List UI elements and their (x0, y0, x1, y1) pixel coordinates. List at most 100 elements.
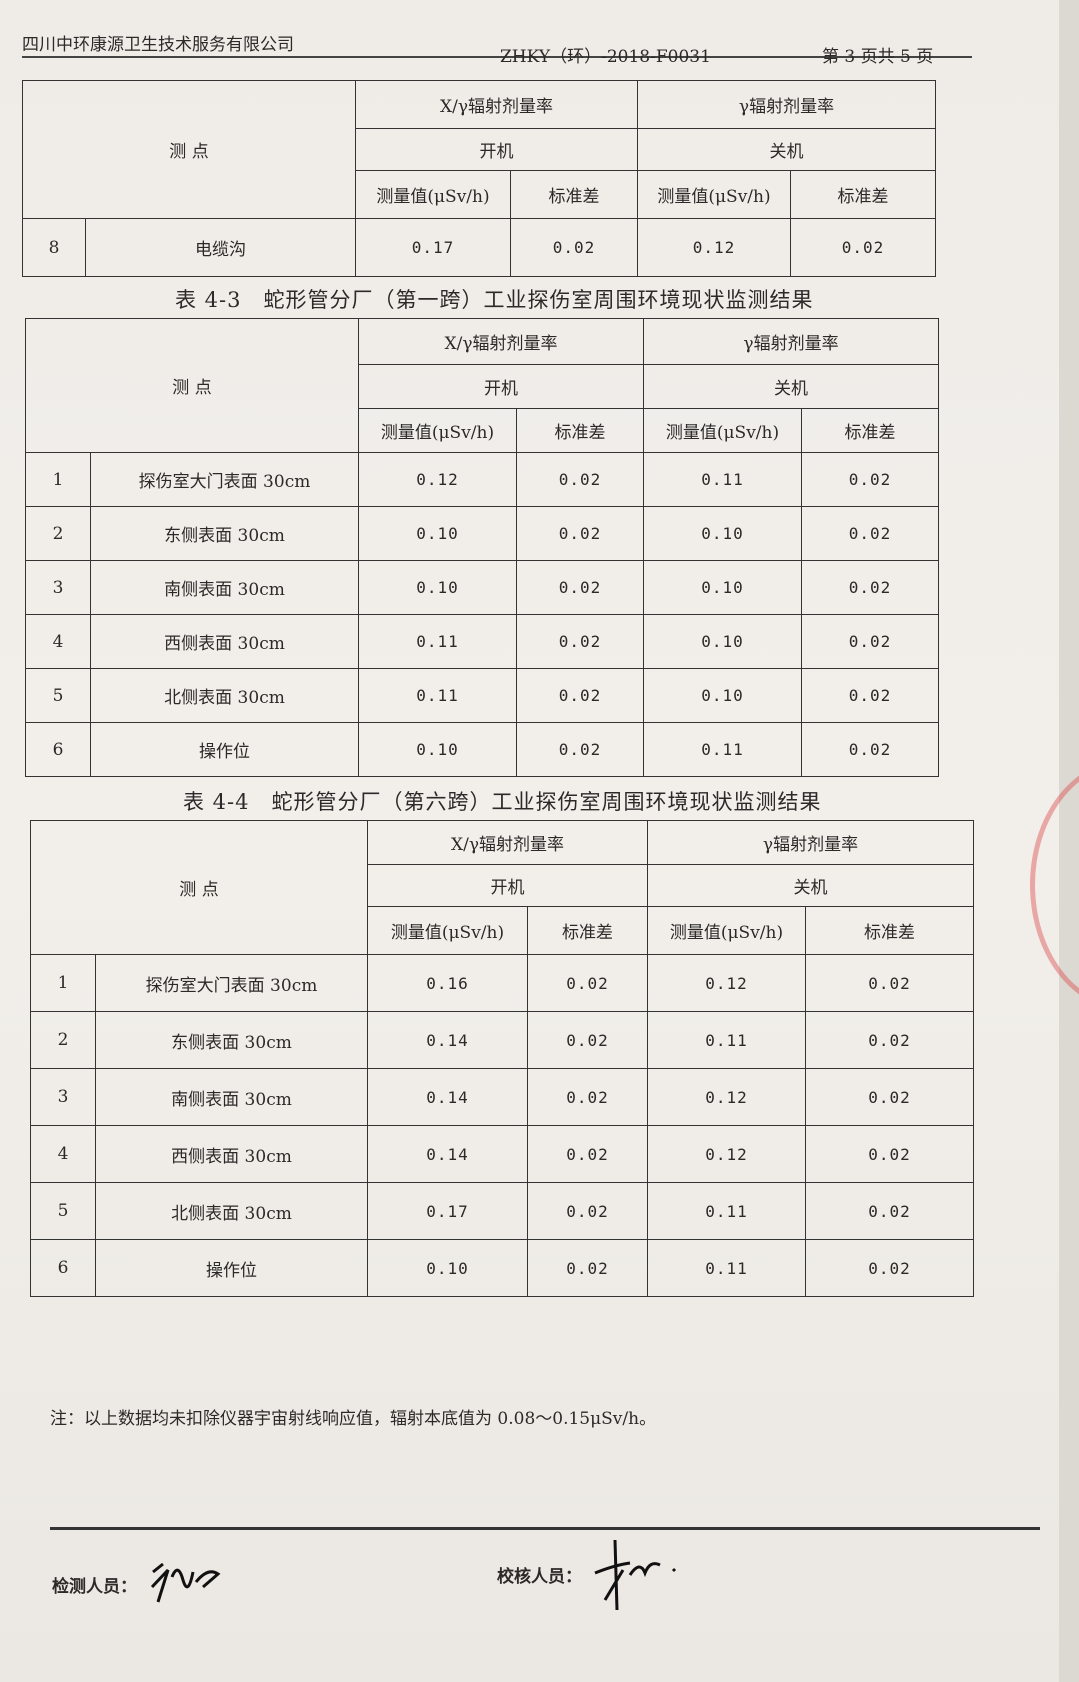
off-measured-value: 0.10 (643, 614, 802, 669)
table-row: 6 操作位 0.10 0.02 0.11 0.02 (30, 1239, 975, 1297)
on-measured-value: 0.16 (367, 954, 528, 1012)
header-measured-value: 测量值(μSv/h) (355, 170, 511, 219)
off-std-dev: 0.02 (804, 1239, 975, 1297)
off-measured-value: 0.11 (643, 452, 802, 507)
header-std-dev: 标准差 (800, 408, 940, 453)
header-machine-on: 开机 (367, 864, 648, 907)
on-std-dev: 0.02 (527, 1182, 648, 1240)
measurement-point: 西侧表面 30cm (95, 1125, 368, 1183)
on-std-dev: 0.02 (510, 218, 638, 277)
row-number: 8 (22, 218, 86, 277)
header-xgamma-rate: X/γ辐射剂量率 (358, 318, 644, 365)
red-stamp (1030, 760, 1079, 1010)
on-std-dev: 0.02 (516, 560, 644, 615)
footer-divider (50, 1527, 1040, 1530)
off-std-dev: 0.02 (800, 668, 940, 723)
row-number: 1 (30, 954, 96, 1012)
table-header-row: 开机 关机 (23, 128, 937, 171)
header-measured-value: 测量值(μSv/h) (637, 170, 791, 219)
header-gamma-rate: γ辐射剂量率 (646, 820, 975, 865)
on-measured-value: 0.12 (358, 452, 517, 507)
table-row: 2 东侧表面 30cm 0.10 0.02 0.10 0.02 (25, 506, 940, 561)
row-number: 3 (25, 560, 91, 615)
on-std-dev: 0.02 (516, 452, 644, 507)
header-std-dev: 标准差 (516, 408, 644, 453)
measurement-point: 东侧表面 30cm (95, 1011, 368, 1069)
header-machine-off: 关机 (646, 864, 975, 907)
on-measured-value: 0.10 (358, 506, 517, 561)
header-measured-value: 测量值(μSv/h) (358, 408, 517, 453)
off-measured-value: 0.11 (647, 1239, 806, 1297)
page-info: 第 3 页共 5 页 (822, 47, 934, 67)
note: 注：以上数据均未扣除仪器宇宙射线响应值，辐射本底值为 0.08～0.15μSv/… (50, 1409, 657, 1429)
row-number: 4 (30, 1125, 96, 1183)
on-std-dev: 0.02 (516, 722, 644, 777)
monitoring-table: 测 点 X/γ辐射剂量率 γ辐射剂量率 开机 关机 测量值(μSv/h) 标准差 测量值(μS… (30, 820, 975, 1297)
off-measured-value: 0.12 (647, 1068, 806, 1126)
off-std-dev: 0.02 (789, 218, 937, 277)
on-measured-value: 0.17 (367, 1182, 528, 1240)
off-measured-value: 0.10 (643, 506, 802, 561)
doc-code: ZHKY（环）-2018-F0031 (500, 47, 711, 67)
measurement-point: 电缆沟 (85, 218, 356, 277)
measurement-point: 探伤室大门表面 30cm (90, 452, 359, 507)
table-row: 1 探伤室大门表面 30cm 0.12 0.02 0.11 0.02 (25, 452, 940, 507)
row-number: 6 (25, 722, 91, 777)
measurement-point: 操作位 (95, 1239, 368, 1297)
table-header-row: 测 点 X/γ辐射剂量率 γ辐射剂量率 (25, 318, 940, 453)
table-header-row: 测 点 X/γ辐射剂量率 γ辐射剂量率 (30, 820, 975, 955)
company-name: 四川中环康源卫生技术服务有限公司 (22, 35, 294, 55)
header-gamma-rate: γ辐射剂量率 (642, 318, 940, 365)
header-std-dev: 标准差 (527, 906, 648, 955)
measurement-point: 北侧表面 30cm (90, 668, 359, 723)
table-header-row: 测量值(μSv/h) 标准差 测量值(μSv/h) 标准差 (23, 170, 937, 219)
table-row: 3 南侧表面 30cm 0.14 0.02 0.12 0.02 (30, 1068, 975, 1126)
measurement-point: 操作位 (90, 722, 359, 777)
row-number: 2 (25, 506, 91, 561)
table-row: 3 南侧表面 30cm 0.10 0.02 0.10 0.02 (25, 560, 940, 615)
header-point: 测 点 (25, 318, 359, 453)
header-point: 测 点 (22, 80, 356, 219)
on-measured-value: 0.14 (367, 1068, 528, 1126)
on-measured-value: 0.17 (355, 218, 511, 277)
on-measured-value: 0.10 (367, 1239, 528, 1297)
reviewer-label: 校核人员： (497, 1567, 582, 1587)
on-std-dev: 0.02 (516, 614, 644, 669)
off-std-dev: 0.02 (800, 452, 940, 507)
header-xgamma-rate: X/γ辐射剂量率 (367, 820, 648, 865)
header-std-dev: 标准差 (789, 170, 937, 219)
on-std-dev: 0.02 (527, 954, 648, 1012)
off-std-dev: 0.02 (804, 954, 975, 1012)
table-caption: 表 4-3 蛇形管分厂（第一跨）工业探伤室周围环境现状监测结果 (175, 288, 814, 312)
off-measured-value: 0.11 (647, 1011, 806, 1069)
table-row: 5 北侧表面 30cm 0.17 0.02 0.11 0.02 (30, 1182, 975, 1240)
table-row: 8 电缆沟 0.17 0.02 0.12 0.02 (22, 218, 937, 277)
table-row: 4 西侧表面 30cm 0.11 0.02 0.10 0.02 (25, 614, 940, 669)
header-divider (22, 56, 972, 58)
table-row: 5 北侧表面 30cm 0.11 0.02 0.10 0.02 (25, 668, 940, 723)
off-std-dev: 0.02 (804, 1125, 975, 1183)
on-std-dev: 0.02 (516, 506, 644, 561)
table-row: 4 西侧表面 30cm 0.14 0.02 0.12 0.02 (30, 1125, 975, 1183)
table-caption: 表 4-4 蛇形管分厂（第六跨）工业探伤室周围环境现状监测结果 (183, 790, 822, 814)
off-measured-value: 0.12 (647, 1125, 806, 1183)
table-header-row: 开机 关机 (31, 864, 975, 907)
off-measured-value: 0.11 (647, 1182, 806, 1240)
on-measured-value: 0.10 (358, 722, 517, 777)
on-measured-value: 0.11 (358, 614, 517, 669)
tester-signature (150, 1562, 221, 1603)
header-gamma-rate: γ辐射剂量率 (636, 80, 937, 129)
table-header-row: 测量值(μSv/h) 标准差 测量值(μSv/h) 标准差 (26, 408, 940, 453)
header-point: 测 点 (30, 820, 368, 955)
row-number: 5 (25, 668, 91, 723)
measurement-point: 西侧表面 30cm (90, 614, 359, 669)
table-row: 1 探伤室大门表面 30cm 0.16 0.02 0.12 0.02 (30, 954, 975, 1012)
header-std-dev: 标准差 (510, 170, 638, 219)
row-number: 3 (30, 1068, 96, 1126)
off-std-dev: 0.02 (804, 1011, 975, 1069)
measurement-point: 探伤室大门表面 30cm (95, 954, 368, 1012)
on-std-dev: 0.02 (527, 1239, 648, 1297)
on-measured-value: 0.14 (367, 1011, 528, 1069)
header-xgamma-rate: X/γ辐射剂量率 (355, 80, 638, 129)
